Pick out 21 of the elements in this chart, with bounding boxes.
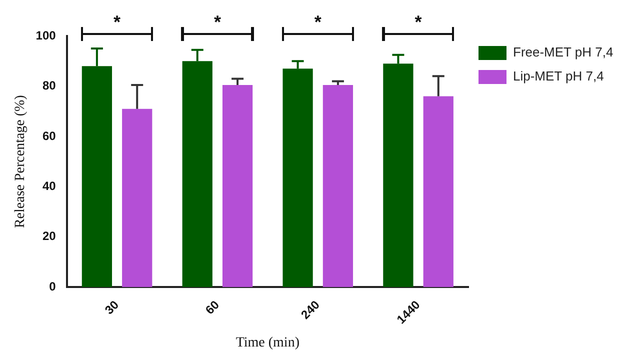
bar	[222, 84, 253, 288]
bar	[122, 108, 152, 288]
y-tick-label: 60	[42, 128, 56, 143]
bar	[322, 84, 354, 288]
y-tick-label: 0	[49, 279, 56, 294]
y-tick-label: 80	[42, 78, 56, 93]
y-tick-label: 40	[42, 178, 56, 193]
legend-label: Free-MET pH 7,4	[513, 44, 614, 60]
x-tick-label: 60	[202, 298, 222, 318]
bar	[423, 96, 454, 288]
x-tick-label: 240	[298, 298, 323, 322]
text: *	[314, 12, 322, 32]
text: *	[114, 12, 121, 32]
text: *	[414, 12, 422, 32]
y-tick-label: 100	[36, 28, 56, 42]
text: *	[214, 12, 221, 32]
legend-label: Lip-MET pH 7,4	[513, 68, 604, 84]
y-axis-title: Release Percentage (%)	[13, 94, 28, 228]
x-axis-title: Time (min)	[236, 335, 300, 350]
x-tick-label: 30	[102, 298, 122, 318]
y-tick-label: 20	[42, 229, 56, 244]
